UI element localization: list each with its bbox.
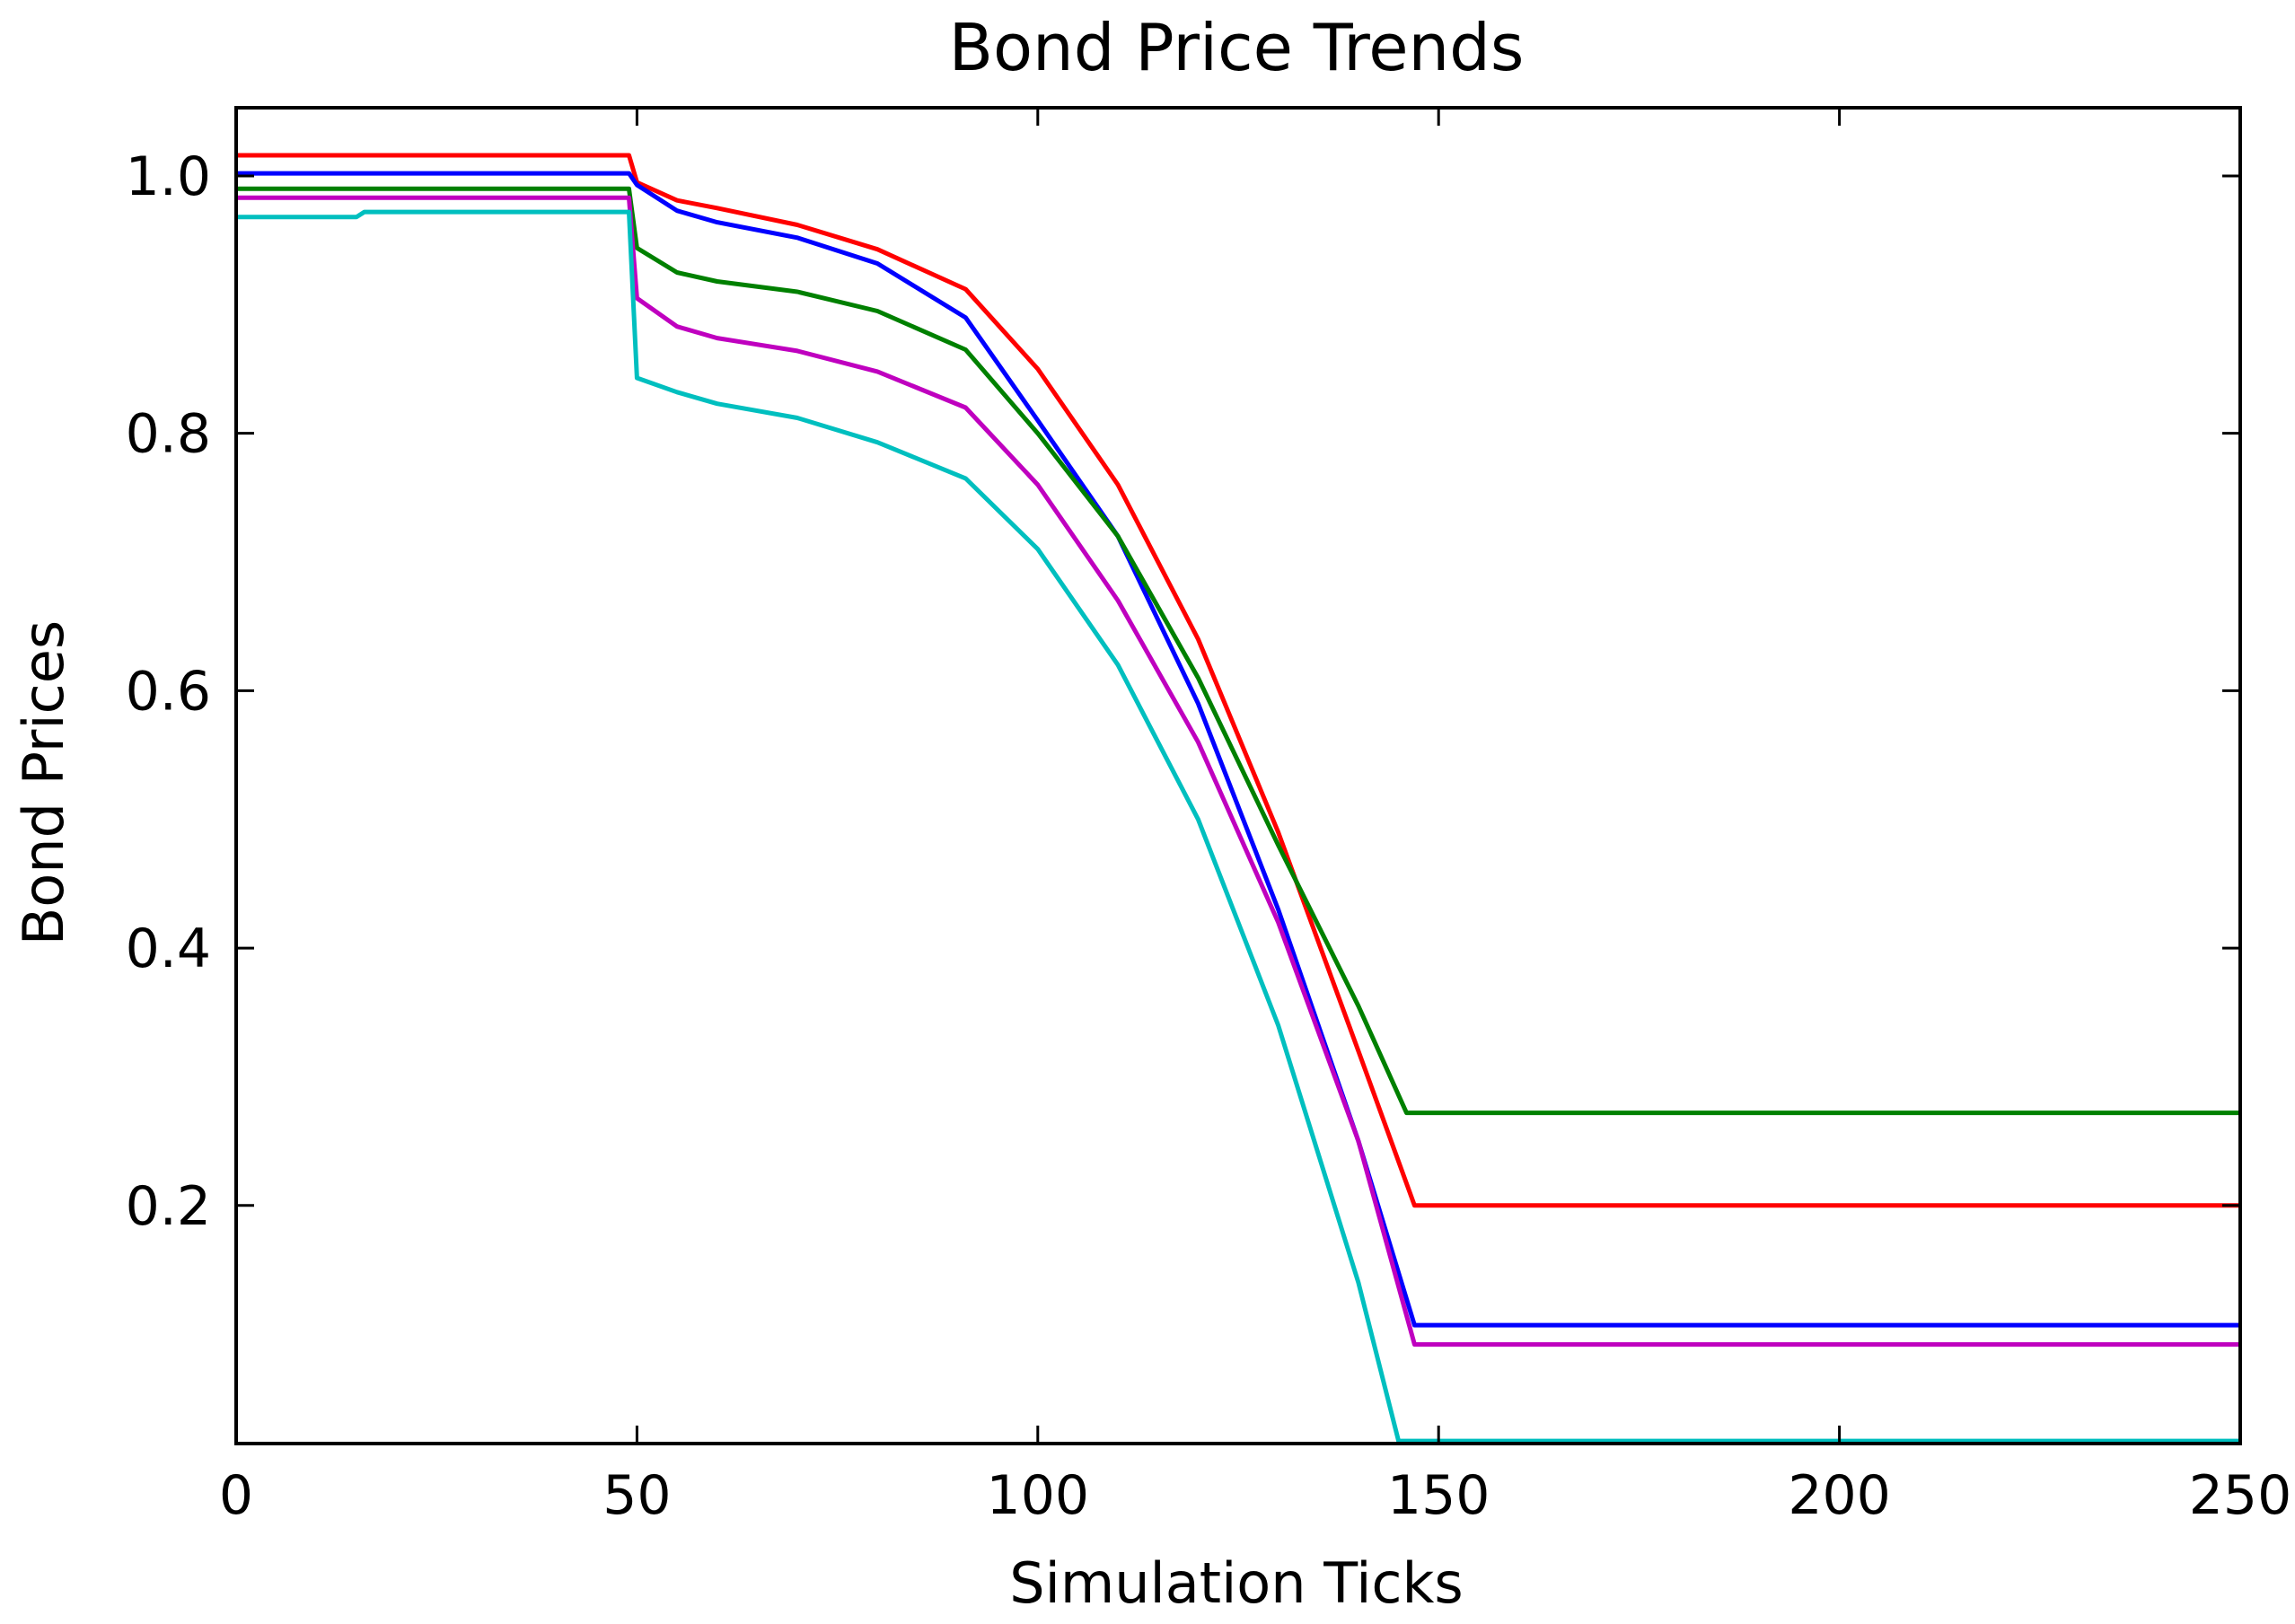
y-tick-label: 0.8 xyxy=(126,403,211,466)
x-tick-label: 100 xyxy=(987,1464,1090,1527)
series-line-1 xyxy=(236,153,2240,1208)
y-axis-label: Bond Prices xyxy=(11,620,76,945)
plot-frame xyxy=(234,106,2242,1445)
series-line-3 xyxy=(236,186,2240,1116)
series-layer xyxy=(236,153,2240,1444)
y-tick-label: 0.6 xyxy=(126,660,211,723)
x-tick-label: 0 xyxy=(219,1464,253,1527)
series-line-2 xyxy=(236,171,2240,1328)
y-tick-label: 1.0 xyxy=(126,145,211,208)
x-tick-label: 200 xyxy=(1788,1464,1891,1527)
tick-layer: 0 50 100 150 200 250 0.2 0.4 0.6 0.8 1.0 xyxy=(126,108,2292,1527)
x-axis-label: Simulation Ticks xyxy=(1009,1550,1463,1616)
y-tick-label: 0.4 xyxy=(126,917,211,980)
x-tick-label: 150 xyxy=(1387,1464,1490,1527)
chart-title: Bond Price Trends xyxy=(949,10,1525,85)
x-tick-label: 250 xyxy=(2189,1464,2292,1527)
y-tick-label: 0.2 xyxy=(126,1175,211,1238)
x-tick-label: 50 xyxy=(602,1464,671,1527)
series-line-5 xyxy=(236,209,2240,1444)
series-line-4 xyxy=(236,195,2240,1347)
